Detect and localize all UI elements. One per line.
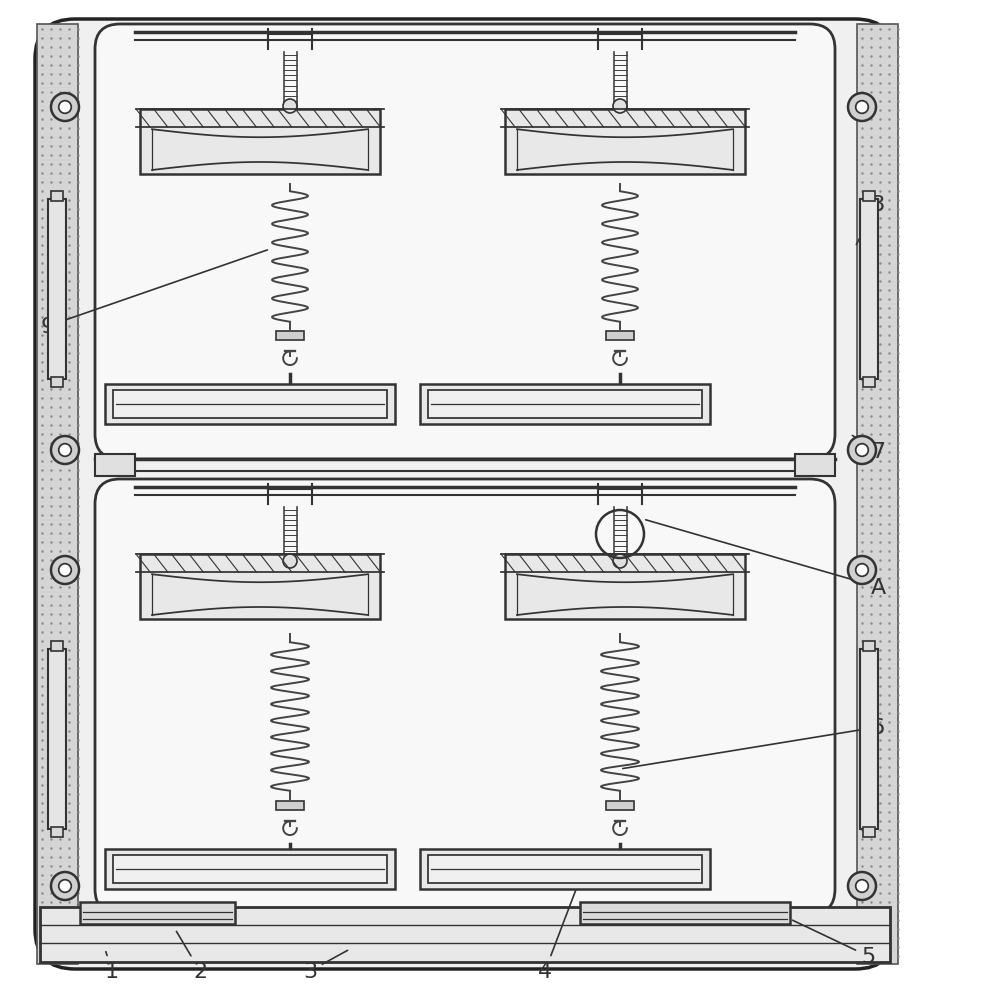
Text: 3: 3 (303, 951, 348, 981)
Bar (606, 331, 634, 340)
Circle shape (848, 437, 876, 464)
Circle shape (856, 880, 868, 892)
Text: A: A (646, 521, 886, 598)
Bar (428, 390, 702, 419)
Circle shape (283, 100, 297, 114)
Circle shape (59, 564, 71, 577)
Circle shape (51, 556, 79, 585)
Circle shape (613, 554, 627, 568)
Bar (105, 385, 395, 425)
Bar (51, 378, 63, 387)
Bar (602, 567, 638, 578)
Bar (276, 331, 304, 340)
Text: 9: 9 (41, 250, 267, 336)
Circle shape (856, 102, 868, 114)
Bar (37, 25, 78, 964)
Bar (51, 192, 63, 202)
Circle shape (59, 102, 71, 114)
Bar (276, 802, 304, 810)
Circle shape (51, 872, 79, 900)
Bar (95, 455, 135, 476)
Bar (602, 112, 638, 123)
FancyBboxPatch shape (95, 25, 835, 459)
Circle shape (856, 564, 868, 577)
Bar (420, 849, 710, 889)
Text: 8: 8 (856, 195, 885, 246)
Bar (863, 192, 875, 202)
Bar (272, 567, 308, 578)
Text: 2: 2 (176, 932, 207, 981)
Bar (420, 385, 710, 425)
Circle shape (51, 94, 79, 122)
Bar (860, 200, 878, 380)
Bar (580, 902, 790, 924)
Bar (428, 855, 702, 883)
Circle shape (613, 100, 627, 114)
Bar (606, 802, 634, 810)
Bar (40, 907, 890, 962)
Circle shape (51, 437, 79, 464)
Bar (113, 390, 387, 419)
Bar (51, 641, 63, 652)
Bar (505, 554, 745, 619)
Bar (48, 200, 66, 380)
Circle shape (283, 554, 297, 568)
Bar (863, 641, 875, 652)
FancyBboxPatch shape (35, 20, 895, 969)
Bar (860, 650, 878, 829)
Text: 4: 4 (538, 881, 579, 981)
Text: 1: 1 (105, 951, 119, 981)
Text: 6: 6 (623, 717, 885, 769)
Bar (863, 827, 875, 837)
Bar (105, 849, 395, 889)
Bar (80, 902, 235, 924)
Bar (857, 25, 898, 964)
Bar (51, 827, 63, 837)
Circle shape (848, 872, 876, 900)
Bar (795, 455, 835, 476)
Text: 5: 5 (793, 920, 875, 966)
Bar (140, 554, 380, 619)
FancyBboxPatch shape (95, 479, 835, 914)
Bar (113, 855, 387, 883)
Circle shape (848, 94, 876, 122)
Circle shape (59, 445, 71, 457)
Bar (863, 378, 875, 387)
Circle shape (856, 445, 868, 457)
Bar (140, 109, 380, 175)
Text: 7: 7 (852, 436, 885, 461)
Circle shape (59, 880, 71, 892)
Circle shape (848, 556, 876, 585)
Bar (505, 109, 745, 175)
Bar (48, 650, 66, 829)
Bar (272, 112, 308, 123)
